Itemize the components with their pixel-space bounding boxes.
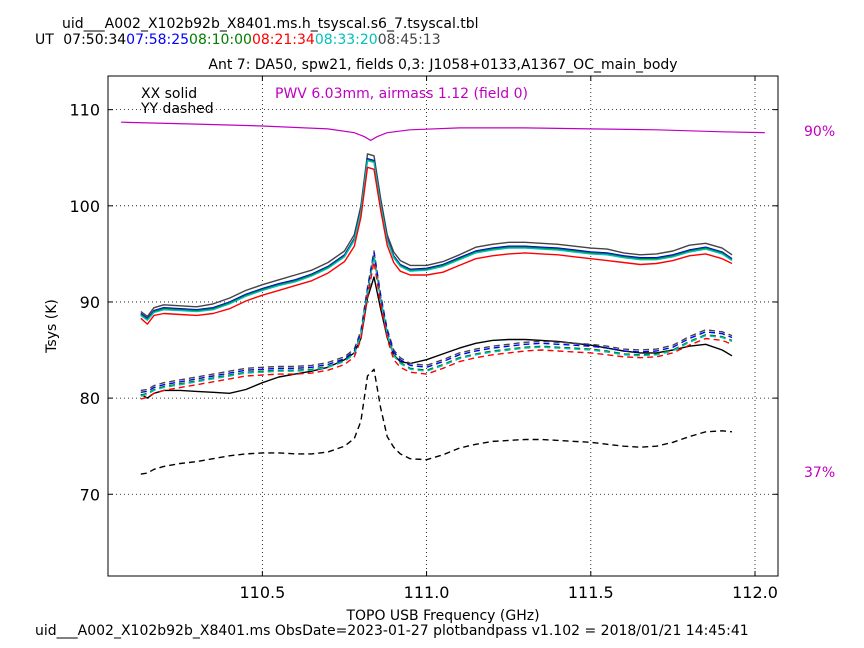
series-yy-1: [140, 250, 733, 392]
grid-lines: [108, 76, 778, 576]
series-yy-2: [140, 252, 733, 393]
ut-time-1: 07:50:34: [63, 32, 126, 48]
ut-time-6: 08:45:13: [378, 32, 441, 48]
y-tick-label: 110: [69, 101, 100, 120]
y-axis-label: Tsys (K): [44, 299, 60, 354]
ut-time-5: 08:33:20: [315, 32, 378, 48]
series-xx-3: [140, 158, 733, 320]
ut-time-2: 07:58:25: [126, 32, 189, 48]
ut-time-3: 08:10:00: [189, 32, 252, 48]
x-tick-label: 111.5: [568, 583, 614, 602]
y-tick-label: 80: [80, 389, 100, 408]
y-tick-label: 90: [80, 293, 100, 312]
series-layer: [121, 121, 765, 475]
series-xx-5: [140, 166, 733, 325]
ut-label: UT: [35, 32, 54, 48]
x-tick-label: 111.0: [404, 583, 450, 602]
transmission-curve: [121, 121, 765, 142]
right-axis-bottom-label: 37%: [804, 465, 835, 481]
series-yy-4: [140, 256, 733, 397]
series-xx-4: [140, 159, 733, 321]
series-yy-5: [140, 260, 733, 400]
ut-time-4: 08:21:34: [252, 32, 315, 48]
plot-frame: [107, 75, 779, 577]
footer-text: uid___A002_X102b92b_X8401.ms ObsDate=202…: [35, 623, 749, 639]
legend-xx: XX solid: [141, 86, 197, 102]
pwv-annotation: PWV 6.03mm, airmass 1.12 (field 0): [275, 86, 528, 102]
legend-yy: YY dashed: [140, 101, 214, 117]
right-axis-top-label: 90%: [804, 124, 835, 140]
header-filename: uid___A002_X102b92b_X8401.ms.h_tsyscal.s…: [62, 16, 479, 32]
series-yy-3: [140, 255, 733, 396]
y-tick-label: 70: [80, 485, 100, 504]
axis-ticks: 110.5 111.0 111.5 112.0 70 80 90 100 110: [69, 76, 778, 602]
x-tick-label: 110.5: [239, 583, 285, 602]
y-tick-label: 100: [69, 197, 100, 216]
x-axis-label: TOPO USB Frequency (GHz): [345, 608, 539, 624]
header-ut-line: UT 07:50:3407:58:2508:10:0008:21:3408:33…: [35, 32, 441, 48]
x-tick-label: 112.0: [732, 583, 778, 602]
series-xx-2: [140, 157, 733, 319]
chart-title: Ant 7: DA50, spw21, fields 0,3: J1058+01…: [208, 57, 677, 73]
series-xx-6: [140, 276, 733, 399]
series-yy-6: [140, 368, 733, 475]
series-xx-1: [140, 153, 733, 318]
